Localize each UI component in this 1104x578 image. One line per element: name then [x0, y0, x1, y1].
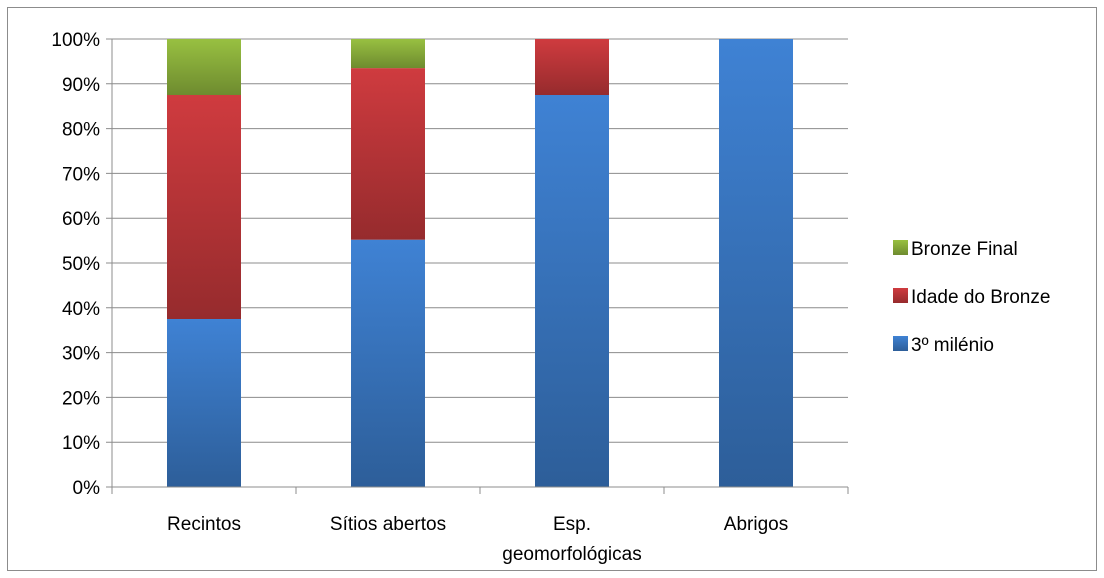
x-category-label: Sítios abertos — [330, 514, 446, 535]
bar-idade-do-bronze-1 — [351, 68, 425, 240]
bar-3-mil-nio-3 — [719, 39, 793, 487]
y-tick-label: 10% — [62, 433, 100, 454]
legend-swatch — [893, 288, 908, 303]
x-axis-category-labels: Recintos Sítios abertos Esp. geomorfológica… — [167, 514, 788, 565]
y-axis-tick-labels: 0% 10% 20% 30% 40% 50% 60% 70% 80% 90% 100% — [51, 30, 100, 499]
bar-3-mil-nio-0 — [167, 319, 241, 487]
x-category-label: Abrigos — [724, 514, 788, 535]
x-axis — [111, 39, 849, 494]
bar-idade-do-bronze-0 — [167, 95, 241, 319]
legend-label: Idade do Bronze — [911, 287, 1050, 308]
x-category-label: Esp. — [553, 514, 591, 535]
x-category-label: Recintos — [167, 514, 241, 535]
bar-bronze-final-1 — [351, 39, 425, 69]
bars — [167, 39, 793, 487]
bar-idade-do-bronze-2 — [535, 39, 609, 95]
x-category-label: geomorfológicas — [502, 544, 641, 565]
y-tick-label: 80% — [62, 120, 100, 141]
y-tick-label: 90% — [62, 75, 100, 96]
y-tick-label: 30% — [62, 344, 100, 365]
legend: Bronze Final Idade do Bronze 3º milénio — [893, 239, 1050, 356]
y-tick-label: 20% — [62, 388, 100, 409]
bar-3-mil-nio-2 — [535, 95, 609, 487]
y-tick-label: 0% — [73, 478, 101, 499]
y-tick-label: 100% — [51, 30, 100, 51]
bar-3-mil-nio-1 — [351, 239, 425, 487]
legend-label: Bronze Final — [911, 239, 1018, 260]
bar-bronze-final-0 — [167, 39, 241, 95]
legend-swatch — [893, 336, 908, 351]
y-tick-label: 60% — [62, 209, 100, 230]
y-tick-label: 40% — [62, 299, 100, 320]
legend-swatch — [893, 240, 908, 255]
y-tick-label: 50% — [62, 254, 100, 275]
legend-label: 3º milénio — [911, 335, 994, 356]
y-tick-label: 70% — [62, 164, 100, 185]
